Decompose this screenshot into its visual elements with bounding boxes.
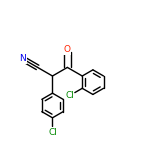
Text: N: N bbox=[19, 54, 26, 63]
Text: Cl: Cl bbox=[48, 128, 57, 137]
Text: Cl: Cl bbox=[65, 91, 74, 100]
Text: O: O bbox=[64, 45, 71, 54]
